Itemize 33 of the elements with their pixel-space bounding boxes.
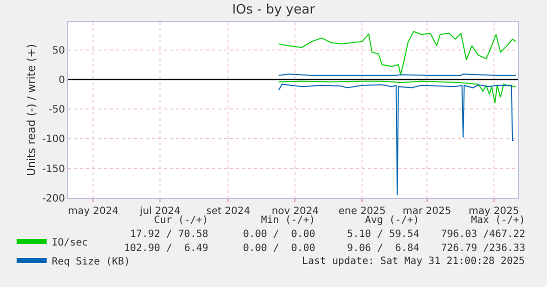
x-tick-label: nov 2024 [272,206,319,217]
y-tick-label: -200 [42,194,65,204]
x-tick-label: may 2024 [68,206,118,217]
y-tick-label: -150 [42,164,65,175]
text: 5.10 / 59.54 [347,229,420,240]
text: 9.06 / 6.84 [347,243,420,254]
y-tick-label: -50 [48,104,65,116]
text: 726.79 /236.33 [441,243,526,254]
x-tick-label: mar 2025 [402,206,452,217]
text: 102.90 / 6.49 [124,243,208,254]
chart-title: IOs - by year [232,2,316,18]
text: Max (-/+) [471,215,526,226]
legend-label: IO/sec [52,237,88,248]
text: Cur (-/+) [154,215,208,226]
text: 17.92 / 70.58 [130,229,208,240]
line-series [278,80,516,104]
x-tick-label: jul 2024 [138,206,180,217]
text: Last update: Sat May 31 21:00:28 2025 [302,256,525,267]
text: Avg (-/+) [365,215,420,226]
text: 0.00 / 0.00 [243,243,316,254]
y-tick-label: 50 [52,45,65,56]
text: Min (-/+) [261,215,316,226]
line-series [278,30,516,76]
text: 796.03 /467.22 [441,229,526,240]
legend-label: Req Size (KB) [52,256,130,268]
y-tick-label: -100 [42,134,65,146]
text: 0.00 / 0.00 [243,229,316,240]
x-tick-label: ene 2025 [338,206,386,217]
y-tick-label: 0 [58,74,65,86]
line-series [278,84,514,196]
y-axis-title: Units read (-) / write (+) [24,44,38,176]
x-tick-label: may 2025 [468,206,520,217]
x-tick-label: set 2024 [206,206,250,217]
